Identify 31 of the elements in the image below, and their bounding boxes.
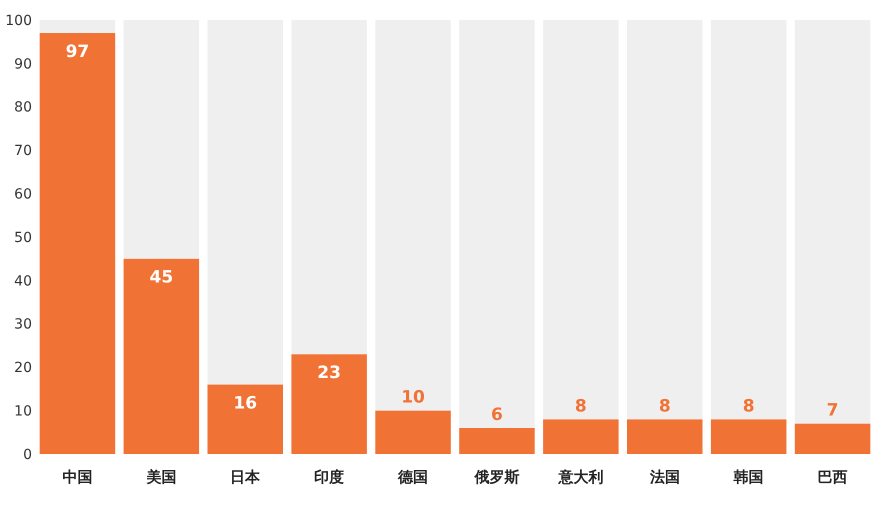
data-label: 8 [574,396,587,416]
x-tick-label: 日本 [230,468,262,486]
data-label: 97 [66,42,90,62]
x-tick-label: 美国 [145,468,176,486]
y-tick-label: 50 [14,230,32,246]
data-label: 6 [491,404,503,425]
y-tick-label: 40 [14,273,32,290]
y-tick-label: 10 [14,404,32,420]
x-tick-label: 韩国 [732,468,764,486]
x-tick-label: 印度 [314,468,344,486]
data-label: 45 [150,268,174,288]
data-label: 8 [658,396,671,416]
data-label: 16 [233,394,258,414]
y-tick-label: 100 [5,12,32,29]
y-tick-label: 80 [14,100,32,116]
data-label: 7 [826,400,838,421]
x-tick-label: 中国 [62,468,92,486]
y-tick-label: 20 [14,360,32,376]
data-label: 10 [401,388,426,408]
x-tick-label: 俄罗斯 [473,468,520,486]
data-label: 8 [742,396,755,416]
x-tick-label: 巴西 [818,468,848,486]
y-tick-label: 70 [14,143,32,160]
x-tick-label: 法国 [648,468,680,486]
y-tick-label: 0 [23,446,32,463]
y-tick-label: 60 [14,186,32,202]
y-tick-label: 90 [14,56,32,72]
x-tick-label: 意大利 [557,468,604,486]
data-label: 23 [317,363,341,384]
y-tick-label: 30 [14,316,32,333]
x-tick-label: 德国 [397,468,428,486]
